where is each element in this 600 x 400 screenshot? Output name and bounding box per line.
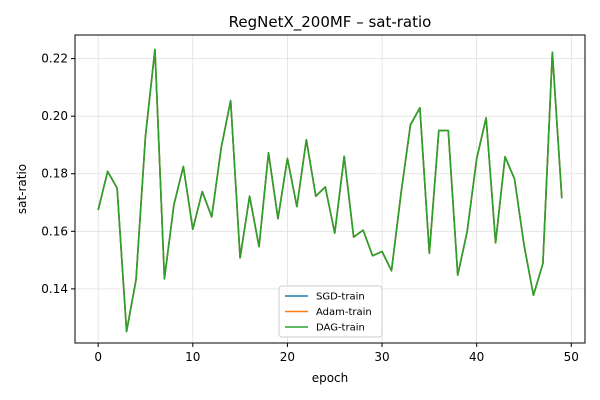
legend-box bbox=[278, 285, 383, 338]
grid bbox=[75, 35, 585, 343]
x-tick-label: 40 bbox=[469, 350, 484, 364]
x-tick-label: 20 bbox=[280, 350, 295, 364]
y-tick-label: 0.18 bbox=[41, 167, 68, 181]
x-tick-label: 10 bbox=[185, 350, 200, 364]
y-tick-label: 0.22 bbox=[41, 52, 68, 66]
y-tick-label: 0.14 bbox=[41, 282, 68, 296]
legend-label-sgd-train: SGD-train bbox=[316, 292, 365, 303]
chart-title: RegNetX_200MF – sat-ratio bbox=[229, 13, 432, 32]
x-axis-label: epoch bbox=[312, 371, 349, 385]
y-axis-ticks: 0.14 0.16 0.18 0.20 0.22 bbox=[41, 52, 75, 296]
legend-label-dag-train: DAG-train bbox=[316, 323, 365, 334]
y-tick-label: 0.20 bbox=[41, 109, 68, 123]
series-lines bbox=[97, 48, 563, 333]
plot-frame bbox=[74, 34, 586, 344]
x-tick-label: 50 bbox=[564, 350, 579, 364]
y-axis-label: sat-ratio bbox=[15, 164, 29, 214]
legend-label-adam-train: Adam-train bbox=[316, 307, 372, 318]
legend: SGD-train Adam-train DAG-train bbox=[278, 285, 383, 338]
x-tick-label: 30 bbox=[374, 350, 389, 364]
x-axis-ticks: 0 10 20 30 40 50 bbox=[94, 343, 579, 364]
series-line-dag-train bbox=[97, 48, 563, 333]
y-tick-label: 0.16 bbox=[41, 224, 68, 238]
x-tick-label: 0 bbox=[94, 350, 102, 364]
